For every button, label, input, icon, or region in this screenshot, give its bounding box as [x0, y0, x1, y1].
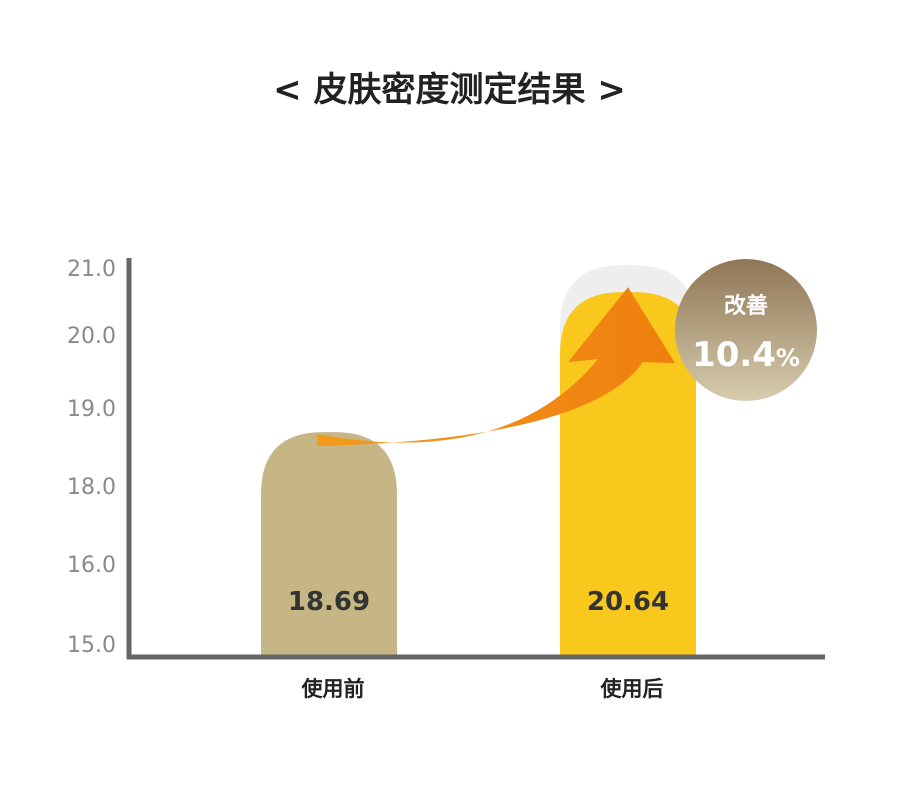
category-label: 使用前	[301, 677, 365, 701]
badge-value-number: 10.4	[692, 335, 776, 375]
y-axis-ticks: 15.0 16.0 18.0 19.0 20.0 21.0	[67, 257, 116, 658]
y-tick-label: 21.0	[67, 257, 116, 282]
chart-title: < 皮肤密度测定结果 >	[273, 70, 626, 110]
y-tick-label: 20.0	[67, 324, 116, 349]
badge-value: 10.4%	[692, 335, 800, 375]
category-label: 使用后	[600, 677, 664, 701]
badge-circle	[675, 259, 817, 401]
bar-before	[261, 432, 397, 656]
y-tick-label: 18.0	[67, 475, 116, 500]
improvement-badge: 改善 10.4%	[675, 259, 817, 401]
y-tick-label: 19.0	[67, 397, 116, 422]
badge-label: 改善	[724, 293, 768, 319]
increase-arrow-icon	[317, 287, 675, 447]
bar-value-label: 20.64	[587, 587, 669, 617]
y-tick-label: 15.0	[67, 633, 116, 658]
arrow-shape	[317, 287, 675, 447]
chart-labels: 18.69 使用前 20.64 使用后	[288, 587, 669, 701]
badge-value-unit: %	[776, 344, 800, 372]
bar-value-label: 18.69	[288, 587, 370, 617]
y-tick-label: 16.0	[67, 553, 116, 578]
